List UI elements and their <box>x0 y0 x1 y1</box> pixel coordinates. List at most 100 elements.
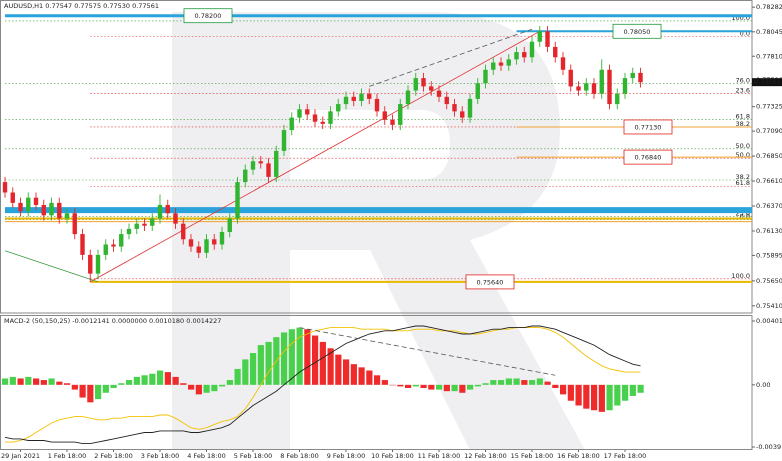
histogram-bar <box>250 353 257 385</box>
candle-body <box>367 93 372 99</box>
y-tick-label: 0.75895 <box>756 251 782 259</box>
x-tick-label: 10 Feb 18:00 <box>371 452 414 460</box>
candle-body <box>243 169 248 183</box>
candle-body <box>10 192 15 203</box>
candle-body <box>227 218 232 232</box>
histogram-bar <box>17 378 24 385</box>
histogram-bar <box>459 384 466 393</box>
histogram-bar <box>606 384 613 411</box>
candle-body <box>444 96 449 105</box>
x-tick-label: 12 Feb 18:00 <box>464 452 507 460</box>
candle-body <box>336 104 341 112</box>
candle-body <box>328 111 333 124</box>
candle-body <box>64 213 70 219</box>
candle-body <box>235 182 240 219</box>
candle-body <box>591 83 597 94</box>
candle-body <box>405 90 411 105</box>
y-tick-label: 0.78045 <box>756 28 782 36</box>
level-label-box <box>183 8 233 24</box>
y-tick-label: 0.76370 <box>756 202 782 210</box>
fib-label: 38.2 <box>736 120 750 128</box>
candle-body <box>436 90 442 97</box>
candle-body <box>103 244 108 255</box>
candle-body <box>297 109 302 118</box>
histogram-bar <box>157 370 164 385</box>
trend-line <box>90 30 540 283</box>
histogram-bar <box>33 378 40 385</box>
x-tick-label: 11 Feb 18:00 <box>418 452 461 460</box>
histogram-bar <box>513 378 520 385</box>
x-tick-label: 4 Feb 18:00 <box>187 452 226 460</box>
candle-body <box>537 31 542 42</box>
histogram-bar <box>637 384 644 393</box>
level-label: 0.75640 <box>477 278 504 286</box>
x-tick-label: 3 Feb 18:00 <box>141 452 180 460</box>
candle-body <box>622 78 628 94</box>
histogram-bar <box>567 384 574 401</box>
macd-panel-frame <box>0 315 753 450</box>
candle-body <box>413 78 418 91</box>
histogram-bar <box>296 327 303 385</box>
histogram-bar <box>234 368 241 385</box>
histogram-bar <box>87 384 94 403</box>
y-tick-label: 0.77325 <box>756 103 782 111</box>
histogram-bar <box>164 372 171 385</box>
histogram-bar <box>188 384 195 390</box>
candle-body <box>560 57 566 70</box>
candle-body <box>212 239 217 245</box>
candle-body <box>498 62 504 66</box>
level-label: 0.77130 <box>635 123 662 131</box>
candle-body <box>312 114 318 122</box>
histogram-bar <box>2 378 9 385</box>
histogram-bar <box>397 384 404 387</box>
histogram-bar <box>141 375 148 385</box>
level-label-box <box>612 23 662 39</box>
histogram-bar <box>71 384 78 390</box>
candle-body <box>607 69 612 105</box>
candle-body <box>95 254 101 274</box>
candle-body <box>196 246 201 253</box>
candle-body <box>173 213 178 224</box>
histogram-bar <box>560 384 567 395</box>
histogram-bar <box>257 345 264 385</box>
level-label-box <box>623 149 673 165</box>
macd-line <box>4 325 641 445</box>
histogram-bar <box>583 384 590 409</box>
level-label: 0.78050 <box>624 28 651 36</box>
last-price-tag <box>752 78 782 87</box>
histogram-bar <box>219 384 226 387</box>
x-tick-label: 2 Feb 18:00 <box>94 452 133 460</box>
candle-body <box>359 93 364 101</box>
trend-line <box>4 250 99 283</box>
candle-body <box>18 202 23 212</box>
candle-body <box>615 93 620 105</box>
candle-body <box>343 96 349 105</box>
candle-body <box>398 104 403 125</box>
trend-line <box>369 28 533 87</box>
fib-label: 76.0 <box>736 76 750 84</box>
fib-label: 0.0 <box>740 213 750 221</box>
x-tick-label: 5 Feb 18:00 <box>234 452 273 460</box>
candle-body <box>584 83 589 91</box>
histogram-bar <box>374 375 381 385</box>
fib-label: 38.2 <box>736 173 750 181</box>
histogram-bar <box>180 383 187 385</box>
candle-body <box>467 98 473 118</box>
histogram-bar <box>544 381 551 385</box>
histogram-bar <box>288 329 295 385</box>
histogram-bar <box>498 380 505 385</box>
x-tick-label: 8 Feb 18:00 <box>280 452 319 460</box>
histogram-bar <box>312 335 319 385</box>
chart-title: AUDUSD,H1 0.77547 0.77575 0.77530 0.7756… <box>4 2 159 10</box>
histogram-bar <box>505 378 512 385</box>
candle-body <box>460 111 465 118</box>
candle-body <box>49 202 54 216</box>
y-tick-label: 0.00 <box>756 381 770 389</box>
y-tick-label: 0.76130 <box>756 227 782 235</box>
histogram-bar <box>25 376 32 385</box>
candle-body <box>374 98 380 112</box>
histogram-bar <box>133 376 140 385</box>
fib-label: 50.0 <box>736 151 750 159</box>
histogram-bar <box>40 380 47 385</box>
histogram-bar <box>335 354 342 385</box>
